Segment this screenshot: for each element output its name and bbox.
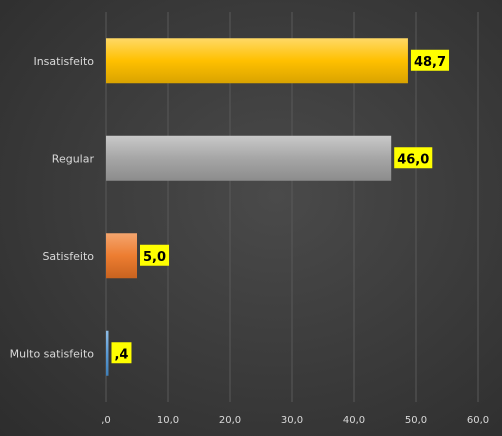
- bar-satisfeito: [106, 233, 137, 279]
- category-label: Insatisfeito: [33, 55, 94, 68]
- category-label: Multo satisfeito: [10, 347, 95, 360]
- x-tick-label: 40,0: [343, 415, 365, 426]
- data-label-background: [111, 342, 132, 364]
- data-label: ,4: [114, 347, 128, 362]
- x-tick-label: 60,0: [467, 415, 489, 426]
- data-label: 46,0: [397, 152, 429, 167]
- labels: ,0 10,0 20,0 30,0 40,0 50,0 60,0 Insatisfeito 48…: [10, 49, 489, 426]
- bar-regular: [106, 135, 392, 181]
- bar-multo-satisfeito: [106, 330, 109, 376]
- x-tick-label: 10,0: [157, 415, 179, 426]
- x-tick-label: ,0: [101, 415, 111, 426]
- data-label-background: [410, 49, 450, 71]
- category-label: Regular: [52, 152, 95, 165]
- data-label-background: [140, 244, 170, 266]
- x-tick-label: 20,0: [219, 415, 241, 426]
- x-tick-label: 50,0: [405, 415, 427, 426]
- data-label-background: [394, 147, 433, 169]
- data-label: 48,7: [414, 55, 446, 70]
- category-label: Satisfeito: [42, 250, 94, 263]
- bar-insatisfeito: [106, 38, 408, 84]
- data-label: 5,0: [143, 250, 166, 265]
- x-tick-label: 30,0: [281, 415, 303, 426]
- bars: [106, 38, 408, 376]
